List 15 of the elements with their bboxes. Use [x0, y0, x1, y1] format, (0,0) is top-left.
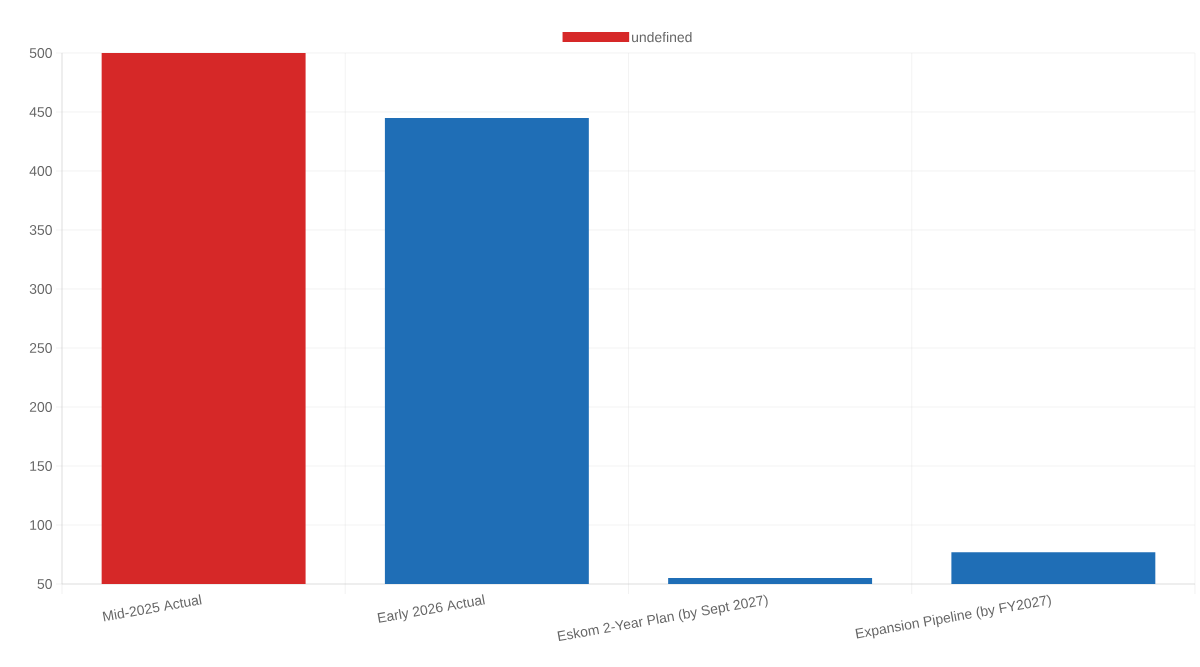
y-tick-label: 150 [30, 461, 52, 471]
x-tick-label: Early 2026 Actual [377, 594, 485, 623]
x-tick-label: Eskom 2-Year Plan (by Sept 2027) [557, 594, 768, 642]
y-tick-label: 500 [29, 48, 52, 58]
y-tick-label: 350 [29, 225, 52, 235]
y-tick-label: 450 [29, 107, 52, 117]
y-tick-label: 200 [29, 402, 52, 412]
x-tick-label: Expansion Pipeline (by FY2027) [855, 594, 1051, 639]
y-tick-label: 100 [30, 520, 52, 530]
legend-label: undefined [632, 31, 692, 43]
x-tick-label: Mid-2025 Actual [102, 594, 202, 622]
y-tick-label: 300 [29, 284, 52, 294]
y-tick-label: 400 [29, 166, 52, 176]
y-tick-label: 50 [37, 579, 52, 589]
y-tick-label: 250 [29, 343, 52, 353]
